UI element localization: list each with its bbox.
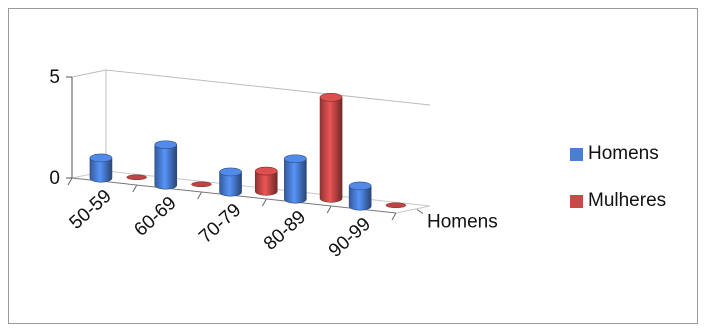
bar-mulheres-70-79 — [254, 170, 278, 196]
x-tick-mark — [197, 191, 203, 200]
bar-homens-70-79 — [219, 171, 242, 197]
depth-tick-mark — [416, 209, 424, 214]
x-tick-label: 90-99 — [325, 214, 375, 262]
x-tick-label: 70-79 — [195, 200, 245, 248]
side-wall-top — [71, 69, 107, 78]
x-tick-mark — [67, 177, 73, 186]
floor-right-edge — [395, 205, 431, 214]
x-tick-label: 50-59 — [66, 186, 116, 234]
bar-top-homens-70-79 — [219, 167, 242, 177]
bar-top-mulheres-80-89 — [319, 93, 343, 102]
bar-mulheres-60-69 — [191, 181, 212, 188]
legend-label-homens: Homens — [588, 143, 659, 164]
legend-swatch-homens — [570, 147, 583, 161]
bar-homens-60-69 — [154, 144, 178, 190]
legend-swatch-mulheres — [570, 194, 583, 208]
bar-top-homens-80-89 — [284, 154, 307, 164]
depth-axis-label: Homens — [427, 212, 498, 233]
y-tick-label: 0 — [49, 168, 60, 189]
legend-item-homens: Homens — [570, 142, 666, 166]
bar-homens-50-59 — [89, 157, 113, 183]
legend-item-mulheres: Mulheres — [570, 189, 666, 213]
legend: Homens Mulheres — [570, 142, 666, 236]
x-tick-mark — [132, 184, 138, 193]
bar-mulheres-80-89 — [319, 97, 343, 203]
bar-top-homens-50-59 — [89, 153, 113, 163]
bar-homens-90-99 — [348, 185, 372, 211]
x-tick-label: 60-69 — [130, 193, 180, 241]
legend-label-mulheres: Mulheres — [588, 190, 667, 211]
x-tick-label: 80-89 — [260, 207, 310, 255]
x-tick-mark — [326, 205, 332, 214]
bar-homens-80-89 — [284, 158, 307, 204]
bar-mulheres-50-59 — [126, 174, 147, 181]
bar-top-mulheres-70-79 — [254, 166, 278, 176]
x-tick-mark — [261, 198, 267, 207]
bar-top-homens-60-69 — [154, 140, 178, 150]
bar-top-homens-90-99 — [348, 181, 372, 191]
chart-frame — [8, 8, 698, 324]
x-tick-mark — [391, 212, 397, 221]
bar-mulheres-90-99 — [385, 202, 407, 209]
floor-back-edge — [71, 170, 431, 207]
y-tick-label: 5 — [49, 67, 60, 88]
